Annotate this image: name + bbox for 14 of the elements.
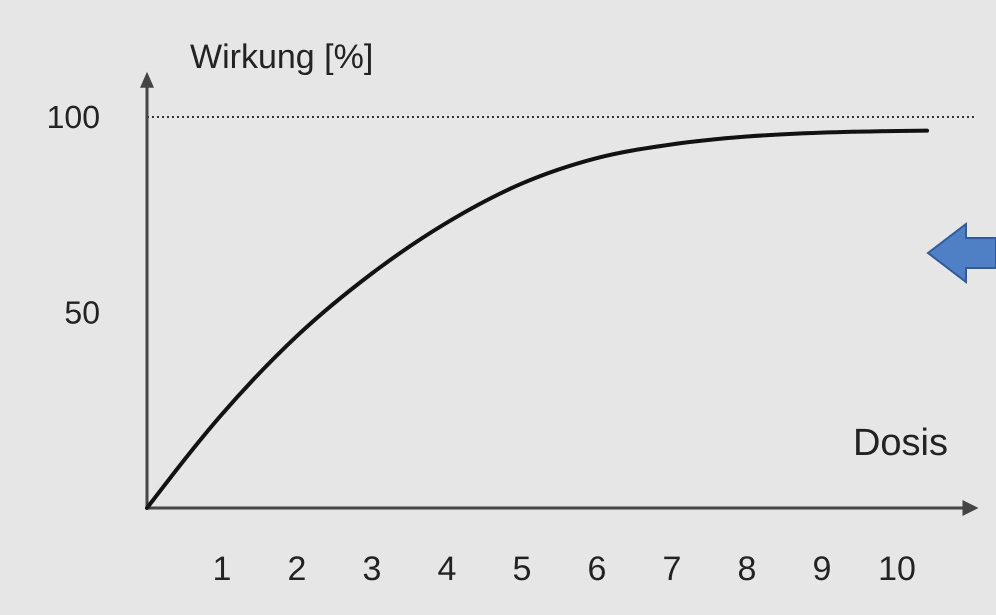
x-tick-label: 10	[878, 550, 916, 588]
x-tick-label: 1	[212, 550, 232, 588]
y-tick-label: 50	[64, 294, 100, 331]
x-tick-label: 6	[588, 550, 606, 588]
x-tick-label: 3	[362, 550, 382, 588]
y-axis-title: Wirkung [%]	[190, 38, 374, 76]
x-tick-label: 5	[512, 550, 532, 588]
y-tick-label: 100	[46, 99, 100, 136]
x-axis-title: Dosis	[852, 422, 948, 464]
x-tick-label: 2	[288, 550, 306, 588]
x-tick-label: 8	[738, 550, 756, 588]
x-tick-label: 7	[662, 550, 682, 588]
x-tick-label: 4	[438, 550, 456, 588]
x-tick-label: 9	[812, 550, 832, 588]
